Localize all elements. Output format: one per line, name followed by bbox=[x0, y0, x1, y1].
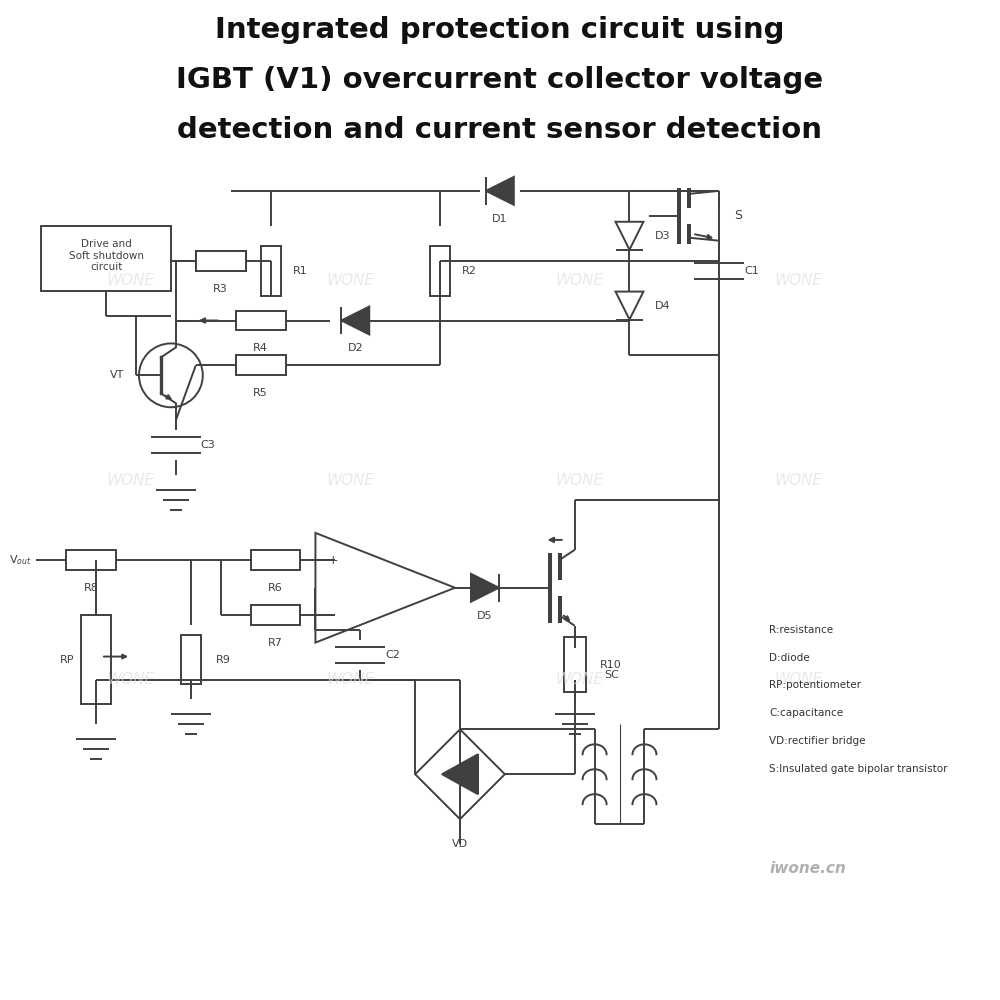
Bar bbox=[564, 637, 586, 692]
Text: WONE: WONE bbox=[556, 273, 604, 288]
Bar bbox=[196, 251, 246, 271]
Text: D4: D4 bbox=[654, 301, 670, 311]
Polygon shape bbox=[341, 307, 369, 334]
Text: R3: R3 bbox=[213, 284, 228, 294]
Text: iwone.cn: iwone.cn bbox=[769, 861, 846, 876]
Text: WONE: WONE bbox=[775, 273, 823, 288]
Bar bbox=[181, 635, 201, 684]
Text: RP:potentiometer: RP:potentiometer bbox=[769, 680, 861, 690]
Polygon shape bbox=[616, 292, 643, 320]
Text: RP: RP bbox=[60, 655, 74, 665]
Text: IGBT (V1) overcurrent collector voltage: IGBT (V1) overcurrent collector voltage bbox=[176, 66, 823, 94]
Text: VD:rectifier bridge: VD:rectifier bridge bbox=[769, 736, 866, 746]
Text: R9: R9 bbox=[216, 655, 231, 665]
Bar bbox=[236, 311, 286, 330]
Bar bbox=[261, 246, 281, 296]
Text: R7: R7 bbox=[268, 638, 283, 648]
Polygon shape bbox=[471, 574, 499, 602]
Text: -: - bbox=[327, 609, 332, 622]
Text: Integrated protection circuit using: Integrated protection circuit using bbox=[215, 16, 785, 44]
Text: D:diode: D:diode bbox=[769, 653, 810, 663]
Text: WONE: WONE bbox=[326, 672, 374, 687]
Bar bbox=[81, 615, 111, 704]
Text: R10: R10 bbox=[600, 660, 621, 670]
Text: R:resistance: R:resistance bbox=[769, 625, 833, 635]
Text: WONE: WONE bbox=[107, 473, 155, 488]
Polygon shape bbox=[616, 222, 643, 250]
Text: detection and current sensor detection: detection and current sensor detection bbox=[177, 116, 822, 144]
Bar bbox=[236, 355, 286, 375]
Text: R5: R5 bbox=[253, 388, 268, 398]
Polygon shape bbox=[415, 729, 505, 819]
Text: S:Insulated gate bipolar transistor: S:Insulated gate bipolar transistor bbox=[769, 764, 948, 774]
Text: WONE: WONE bbox=[556, 672, 604, 687]
Bar bbox=[251, 605, 300, 625]
Text: WONE: WONE bbox=[556, 473, 604, 488]
Text: WONE: WONE bbox=[326, 273, 374, 288]
Text: D5: D5 bbox=[477, 611, 493, 621]
Text: D2: D2 bbox=[348, 343, 363, 353]
Bar bbox=[196, 251, 246, 271]
Text: R8: R8 bbox=[84, 583, 99, 593]
Text: R1: R1 bbox=[293, 266, 307, 276]
Bar bbox=[251, 550, 300, 570]
Text: WONE: WONE bbox=[107, 273, 155, 288]
Text: VT: VT bbox=[110, 370, 124, 380]
Text: Drive and
Soft shutdown
circuit: Drive and Soft shutdown circuit bbox=[69, 239, 144, 272]
Bar bbox=[66, 550, 116, 570]
Text: WONE: WONE bbox=[107, 672, 155, 687]
Bar bbox=[430, 246, 450, 296]
Text: +: + bbox=[327, 554, 338, 567]
Text: SC: SC bbox=[605, 670, 619, 680]
Text: D1: D1 bbox=[492, 214, 508, 224]
Text: C:capacitance: C:capacitance bbox=[769, 708, 843, 718]
Text: WONE: WONE bbox=[775, 672, 823, 687]
Text: WONE: WONE bbox=[326, 473, 374, 488]
Bar bbox=[41, 226, 171, 291]
Text: WONE: WONE bbox=[775, 473, 823, 488]
Text: R4: R4 bbox=[253, 343, 268, 353]
Text: R2: R2 bbox=[462, 266, 477, 276]
Text: D3: D3 bbox=[654, 231, 670, 241]
Polygon shape bbox=[486, 177, 514, 205]
Text: VD: VD bbox=[452, 839, 468, 849]
Text: C1: C1 bbox=[744, 266, 759, 276]
Polygon shape bbox=[315, 533, 455, 643]
Text: C3: C3 bbox=[201, 440, 216, 450]
Polygon shape bbox=[442, 754, 478, 794]
Text: R6: R6 bbox=[268, 583, 283, 593]
Text: C2: C2 bbox=[385, 650, 400, 660]
Text: S: S bbox=[734, 209, 742, 222]
Text: V$_{out}$: V$_{out}$ bbox=[9, 553, 31, 567]
